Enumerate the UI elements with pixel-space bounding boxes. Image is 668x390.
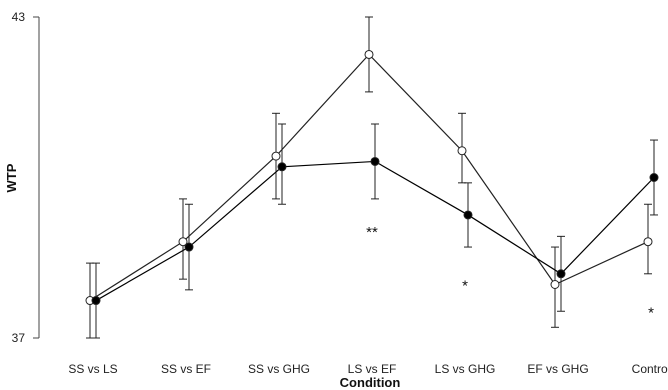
filled-point [91, 296, 101, 306]
x-tick-label: EF vs GHG [527, 362, 588, 376]
x-axis-title: Condition [340, 375, 401, 390]
x-tick-label: Control [632, 362, 668, 376]
filled-point [556, 269, 566, 279]
x-tick-labels: SS vs LS SS vs EF SS vs GHG LS vs EF LS vs G… [68, 362, 668, 376]
significance-annotations: **** [366, 224, 654, 321]
filled-point [463, 210, 473, 220]
significance-marker: * [462, 278, 468, 295]
x-tick-label: SS vs GHG [248, 362, 310, 376]
filled-point [184, 242, 194, 252]
open-point [550, 280, 560, 289]
open-point [178, 237, 188, 247]
x-tick-label: SS vs EF [161, 362, 211, 376]
y-tick-label-min: 37 [12, 331, 26, 345]
open-point [457, 146, 467, 156]
significance-marker: ** [366, 224, 378, 241]
x-tick-label: LS vs EF [348, 362, 397, 376]
series-1 [85, 16, 653, 339]
open-point [271, 151, 281, 161]
x-tick-label: LS vs GHG [435, 362, 496, 376]
y-axis-title: WTP [4, 163, 19, 192]
open-point [643, 237, 653, 247]
filled-point [370, 156, 380, 166]
y-tick-label-max: 43 [12, 10, 26, 24]
filled-point [649, 173, 659, 182]
significance-marker: * [648, 304, 654, 321]
x-tick-label: SS vs LS [68, 362, 117, 376]
open-point [364, 49, 374, 59]
filled-point [277, 162, 287, 172]
series-2 [91, 123, 659, 339]
series-layer [85, 16, 659, 339]
